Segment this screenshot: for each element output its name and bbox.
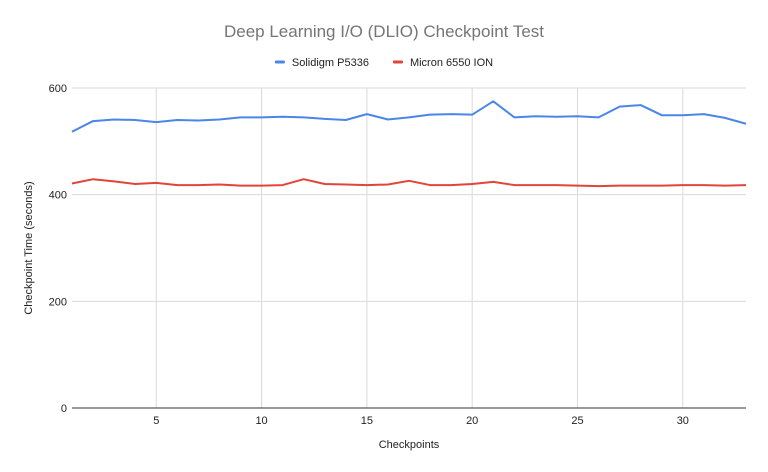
x-tick-label: 5 bbox=[153, 415, 159, 427]
data-point bbox=[598, 116, 600, 118]
data-point bbox=[261, 116, 263, 118]
data-point bbox=[92, 178, 94, 180]
y-tick-label: 200 bbox=[49, 296, 67, 308]
data-point bbox=[492, 181, 494, 183]
data-point bbox=[155, 182, 157, 184]
data-point bbox=[387, 184, 389, 186]
data-point bbox=[113, 180, 115, 182]
x-tick-labels: 5 10 15 20 25 30 bbox=[153, 415, 689, 427]
data-point bbox=[366, 113, 368, 115]
data-point bbox=[71, 182, 73, 184]
legend-label: Micron 6550 ION bbox=[410, 57, 493, 69]
data-point bbox=[176, 119, 178, 121]
legend-swatch bbox=[274, 60, 285, 64]
data-point bbox=[619, 185, 621, 187]
data-point bbox=[513, 116, 515, 118]
data-point bbox=[218, 118, 220, 120]
data-point bbox=[745, 123, 747, 125]
data-point bbox=[640, 185, 642, 187]
data-point bbox=[745, 184, 747, 186]
x-tick-label: 25 bbox=[571, 415, 583, 427]
data-point bbox=[387, 118, 389, 120]
data-point bbox=[176, 184, 178, 186]
data-point bbox=[450, 184, 452, 186]
data-point bbox=[345, 184, 347, 186]
data-point bbox=[471, 183, 473, 185]
data-point bbox=[555, 184, 557, 186]
y-tick-label: 400 bbox=[49, 190, 67, 202]
data-point bbox=[240, 116, 242, 118]
data-point bbox=[471, 114, 473, 116]
data-point bbox=[303, 116, 305, 118]
data-point bbox=[324, 183, 326, 185]
x-tick-label: 20 bbox=[466, 415, 478, 427]
data-point bbox=[345, 119, 347, 121]
data-point bbox=[661, 185, 663, 187]
data-point bbox=[240, 185, 242, 187]
legend-label: Solidigm P5336 bbox=[292, 57, 369, 69]
data-point bbox=[197, 120, 199, 122]
series-1 bbox=[71, 178, 747, 188]
data-point bbox=[555, 116, 557, 118]
x-tick-label: 30 bbox=[677, 415, 689, 427]
data-point bbox=[724, 117, 726, 119]
data-point bbox=[661, 114, 663, 116]
data-point bbox=[197, 184, 199, 186]
legend: Solidigm P5336 Micron 6550 ION bbox=[274, 57, 493, 69]
data-point bbox=[703, 113, 705, 115]
data-point bbox=[324, 118, 326, 120]
legend-item-0: Solidigm P5336 bbox=[274, 57, 369, 69]
x-tick-label: 15 bbox=[361, 415, 373, 427]
data-point bbox=[450, 113, 452, 115]
series-layer bbox=[71, 100, 747, 188]
data-point bbox=[682, 114, 684, 116]
legend-item-1: Micron 6550 ION bbox=[392, 57, 493, 69]
x-tick-label: 10 bbox=[255, 415, 267, 427]
data-point bbox=[113, 118, 115, 120]
series-line bbox=[71, 178, 747, 188]
y-tick-labels: 0 200 400 600 bbox=[49, 83, 67, 415]
series-0 bbox=[71, 100, 747, 133]
data-point bbox=[513, 184, 515, 186]
data-point bbox=[282, 116, 284, 118]
data-point bbox=[724, 185, 726, 187]
data-point bbox=[682, 184, 684, 186]
data-point bbox=[218, 184, 220, 186]
data-point bbox=[408, 116, 410, 118]
gridlines bbox=[72, 87, 746, 408]
x-axis-label: Checkpoints bbox=[379, 439, 440, 451]
data-point bbox=[261, 185, 263, 187]
data-point bbox=[408, 180, 410, 182]
series-line bbox=[71, 100, 747, 133]
y-tick-label: 600 bbox=[49, 83, 67, 95]
data-point bbox=[703, 184, 705, 186]
data-point bbox=[619, 106, 621, 108]
data-point bbox=[640, 104, 642, 106]
data-point bbox=[534, 115, 536, 117]
data-point bbox=[92, 120, 94, 122]
data-point bbox=[429, 184, 431, 186]
data-point bbox=[71, 131, 73, 133]
data-point bbox=[577, 185, 579, 187]
chart-title: Deep Learning I/O (DLIO) Checkpoint Test bbox=[224, 22, 544, 41]
data-point bbox=[134, 183, 136, 185]
data-point bbox=[282, 184, 284, 186]
y-axis-label: Checkpoint Time (seconds) bbox=[23, 181, 35, 314]
data-point bbox=[492, 100, 494, 102]
y-tick-label: 0 bbox=[61, 403, 67, 415]
data-point bbox=[429, 114, 431, 116]
data-point bbox=[134, 119, 136, 121]
data-point bbox=[366, 184, 368, 186]
data-point bbox=[577, 115, 579, 117]
data-point bbox=[155, 121, 157, 123]
data-point bbox=[534, 184, 536, 186]
data-point bbox=[303, 178, 305, 180]
data-point bbox=[598, 185, 600, 187]
legend-swatch bbox=[392, 60, 403, 64]
